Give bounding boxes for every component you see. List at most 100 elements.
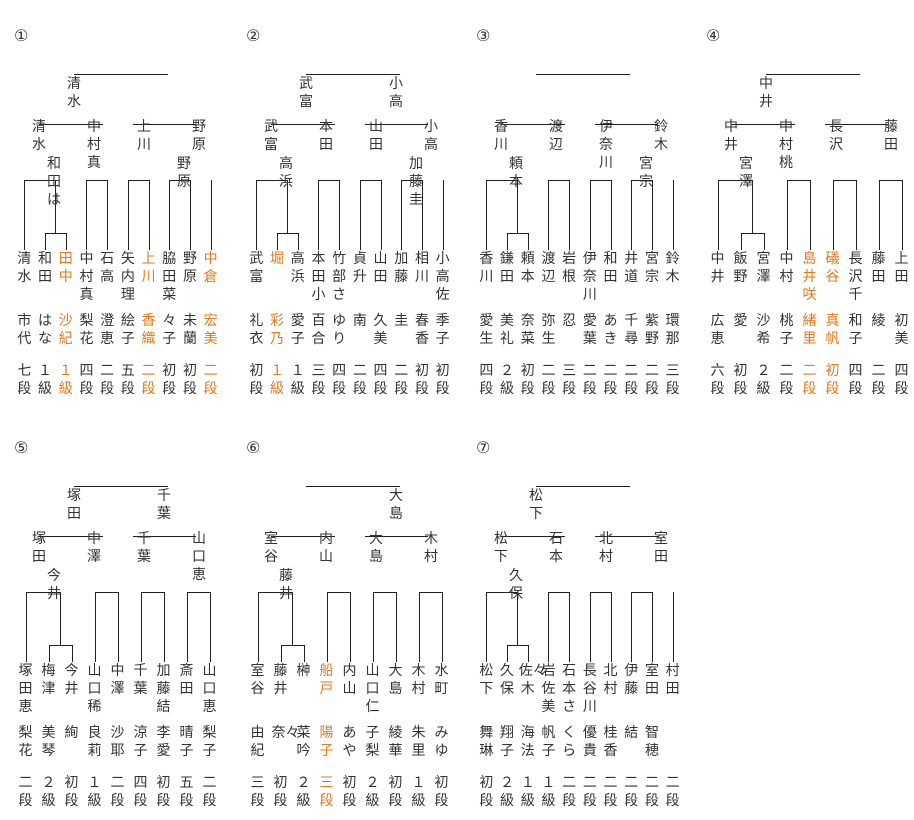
- winner-label: 渡辺: [549, 119, 563, 153]
- player-surname: 武富: [249, 251, 264, 285]
- bracket-line: [292, 592, 293, 645]
- player-rank: 四段: [479, 363, 494, 397]
- player-given-name: 朱里: [411, 725, 426, 759]
- bracket-line: [148, 180, 150, 250]
- player-surname: 長谷川: [582, 663, 597, 715]
- player-rank: 二段: [624, 363, 639, 397]
- winner-label: 武富: [264, 119, 278, 153]
- player-surname: 上川: [141, 251, 156, 285]
- player-rank: 初段: [434, 775, 449, 809]
- winner-label: 中澤: [87, 531, 101, 565]
- bracket-line: [107, 180, 109, 250]
- bracket-line: [303, 645, 305, 662]
- bracket-line: [186, 592, 188, 662]
- player-rank: 四段: [848, 363, 863, 397]
- player-surname: 宮澤: [756, 251, 771, 285]
- player-surname: 渡辺: [541, 251, 556, 285]
- bracket-line: [127, 180, 149, 181]
- player-given-name: 百合: [311, 313, 326, 347]
- player-surname: 和田: [38, 251, 53, 285]
- bracket-line: [24, 180, 26, 250]
- winner-label: 加藤圭: [409, 156, 423, 208]
- player-rank: 二段: [603, 363, 618, 397]
- bracket-line: [594, 536, 658, 537]
- player-given-name: 澄恵: [100, 313, 115, 347]
- player-rank: 初段: [182, 363, 197, 397]
- player-given-name: 舞琳: [479, 725, 494, 759]
- bracket-line: [752, 180, 753, 233]
- bracket-line: [527, 233, 529, 250]
- winner-label: 木村: [424, 531, 438, 565]
- bracket-line: [48, 645, 50, 662]
- bracket-line: [74, 74, 168, 75]
- bracket-line: [359, 180, 381, 181]
- bracket-line: [878, 180, 880, 250]
- player-given-name: 圭: [394, 313, 409, 329]
- bracket-line: [717, 180, 752, 181]
- player-rank: 初段: [342, 775, 357, 809]
- bracket-line: [832, 180, 834, 250]
- player-given-name: 涼子: [133, 725, 148, 759]
- bracket-number: ⑥: [246, 438, 261, 457]
- player-rank: １級: [38, 363, 53, 397]
- bracket-line: [786, 180, 810, 181]
- player-given-name: 春香: [414, 313, 429, 347]
- player-surname: 山口稀: [87, 663, 102, 715]
- player-surname: 木村: [411, 663, 426, 697]
- bracket-line: [277, 233, 298, 234]
- player-given-name: 未蘭: [182, 313, 197, 347]
- player-given-name: 久美: [373, 313, 388, 347]
- bracket-line: [140, 592, 164, 593]
- bracket-line: [60, 592, 61, 645]
- player-given-name: 真帆: [825, 313, 840, 347]
- player-rank: 三段: [665, 363, 680, 397]
- player-rank: 四段: [79, 363, 94, 397]
- bracket-line: [548, 180, 550, 250]
- winner-label: 石本: [549, 531, 563, 565]
- player-rank: ２級: [296, 775, 311, 809]
- player-rank: １級: [58, 363, 73, 397]
- player-given-name: [664, 724, 682, 764]
- player-surname: 飯野: [733, 251, 748, 285]
- winner-label: 松下: [529, 488, 543, 522]
- bracket-line: [536, 486, 630, 487]
- player-rank: 二段: [394, 363, 409, 397]
- bracket-line: [169, 180, 190, 181]
- player-surname: 中村真: [79, 251, 94, 303]
- player-surname: 斎田: [179, 663, 194, 697]
- bracket-line: [672, 592, 674, 662]
- bracket-line: [651, 180, 653, 250]
- bracket-line: [25, 592, 27, 662]
- bracket-line: [651, 592, 653, 662]
- bracket-line: [486, 180, 488, 250]
- player-surname: 礒谷: [825, 251, 840, 285]
- player-given-name: 広恵: [710, 313, 725, 347]
- winner-label: 野原: [177, 156, 191, 190]
- bracket-line: [326, 592, 328, 662]
- player-surname: 香川: [479, 251, 494, 285]
- player-surname: 山口仁: [365, 663, 380, 715]
- player-rank: 二段: [141, 363, 156, 397]
- player-rank: 初段: [520, 363, 535, 397]
- winner-label: 大島: [389, 488, 403, 522]
- player-surname: 今井: [64, 663, 79, 697]
- bracket-line: [380, 180, 382, 250]
- player-given-name: 千尋: [624, 313, 639, 347]
- bracket-line: [45, 233, 66, 234]
- player-rank: １級: [541, 775, 556, 809]
- winner-label: 藤井: [279, 568, 293, 602]
- bracket-line: [527, 645, 529, 662]
- player-given-name: 綾: [871, 313, 886, 329]
- bracket-line: [256, 180, 288, 181]
- bracket-line: [271, 536, 335, 537]
- player-rank: 二段: [100, 363, 115, 397]
- bracket-line: [86, 180, 88, 250]
- bracket-line: [832, 180, 856, 181]
- player-rank: 二段: [582, 775, 597, 809]
- winner-label: 藤田: [884, 119, 898, 153]
- player-surname: 伊奈川: [582, 251, 597, 303]
- player-given-name: 帆子: [541, 725, 556, 759]
- winner-label: 中井: [759, 76, 773, 110]
- player-surname: 塚田恵: [18, 663, 33, 715]
- bracket-number: ①: [14, 26, 29, 45]
